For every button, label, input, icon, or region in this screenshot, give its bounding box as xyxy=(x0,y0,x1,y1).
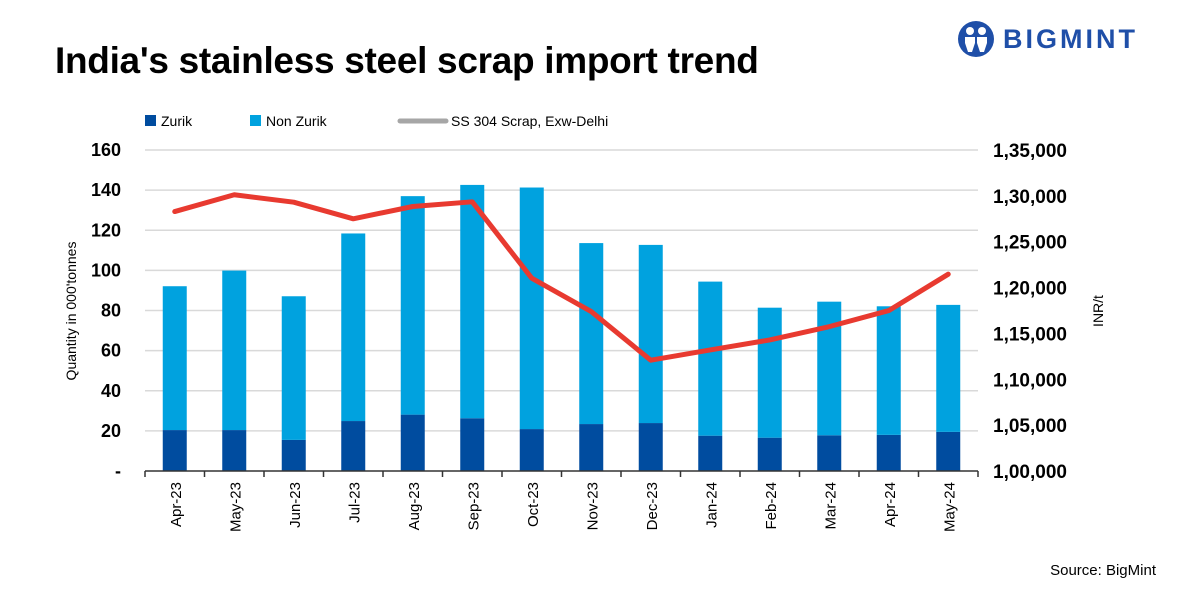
bar-non-zurik xyxy=(936,304,961,432)
bar-zurik xyxy=(341,421,366,471)
y-tick-label: 80 xyxy=(101,301,121,321)
legend-label-ss304: SS 304 Scrap, Exw-Delhi xyxy=(451,113,608,129)
y2-tick-label: 1,15,000 xyxy=(993,324,1067,345)
bar-zurik xyxy=(638,423,663,471)
chart-title: India's stainless steel scrap import tre… xyxy=(55,40,759,81)
y2-axis-title: INR/t xyxy=(1090,295,1106,327)
bar-zurik xyxy=(281,439,306,471)
x-tick-label: Feb-24 xyxy=(763,482,780,530)
x-tick-label: Mar-24 xyxy=(822,482,839,530)
x-tick-label: Nov-23 xyxy=(584,482,601,530)
y-tick-label: 140 xyxy=(91,180,121,200)
bar-non-zurik xyxy=(460,184,485,419)
bar-zurik xyxy=(460,418,485,471)
y-axis-title: Quantity in 000'tonnes xyxy=(63,242,79,381)
bar-zurik xyxy=(222,430,247,471)
y2-tick-label: 1,30,000 xyxy=(993,187,1067,208)
bar-non-zurik xyxy=(817,301,842,436)
y-tick-label: 160 xyxy=(91,140,121,160)
bar-zurik xyxy=(400,414,425,471)
y-tick-label: 60 xyxy=(101,341,121,361)
people-circle-icon xyxy=(958,21,994,57)
y-tick-label: 120 xyxy=(91,220,121,240)
bar-zurik xyxy=(579,424,604,471)
bar-non-zurik xyxy=(281,296,306,440)
x-tick-label: May-23 xyxy=(227,482,244,532)
bar-zurik xyxy=(519,429,544,471)
y-tick-label: 100 xyxy=(91,260,121,280)
bar-zurik xyxy=(817,435,842,471)
bar-zurik xyxy=(757,437,782,471)
x-tick-label: Jan-24 xyxy=(703,482,720,528)
bar-non-zurik xyxy=(162,286,187,431)
bar-non-zurik xyxy=(638,244,663,424)
legend-swatch-non-zurik xyxy=(250,115,261,126)
y2-tick-label: 1,00,000 xyxy=(993,462,1067,483)
x-tick-label: Sep-23 xyxy=(465,482,482,530)
legend-label-zurik: Zurik xyxy=(161,113,193,129)
source-note: Source: BigMint xyxy=(1050,562,1156,579)
y2-tick-label: 1,05,000 xyxy=(993,416,1067,437)
x-tick-label: Dec-23 xyxy=(644,482,661,530)
line-ss304-scrap xyxy=(172,192,951,363)
y2-tick-label: 1,10,000 xyxy=(993,370,1067,391)
bar-zurik xyxy=(698,435,723,471)
bar-non-zurik xyxy=(519,187,544,430)
bar-non-zurik xyxy=(757,307,782,438)
x-tick-label: Apr-23 xyxy=(168,482,185,527)
bar-zurik xyxy=(876,434,901,471)
legend-label-non-zurik: Non Zurik xyxy=(266,113,328,129)
y2-tick-label: 1,20,000 xyxy=(993,279,1067,300)
x-tick-label: May-24 xyxy=(941,482,958,532)
logo-text: BIGMINT xyxy=(1003,23,1138,54)
x-tick-label: Apr-24 xyxy=(882,482,899,527)
legend-swatch-zurik xyxy=(145,115,156,126)
x-tick-label: Aug-23 xyxy=(406,482,423,530)
bar-non-zurik xyxy=(579,243,604,425)
y-tick-label: 40 xyxy=(101,381,121,401)
y-tick-label: - xyxy=(115,461,121,481)
bar-non-zurik xyxy=(341,233,366,422)
bar-zurik xyxy=(936,431,961,471)
bar-non-zurik xyxy=(222,270,247,431)
x-tick-label: Oct-23 xyxy=(525,482,542,527)
bar-non-zurik xyxy=(400,196,425,415)
y2-tick-label: 1,35,000 xyxy=(993,141,1067,162)
y2-tick-label: 1,25,000 xyxy=(993,233,1067,254)
logo: BIGMINT xyxy=(957,20,1138,58)
bar-non-zurik xyxy=(876,306,901,435)
x-tick-label: Jun-23 xyxy=(287,482,304,528)
y-tick-label: 20 xyxy=(101,421,121,441)
x-tick-label: Jul-23 xyxy=(346,482,363,523)
bar-non-zurik xyxy=(698,281,723,436)
bar-zurik xyxy=(162,430,187,471)
